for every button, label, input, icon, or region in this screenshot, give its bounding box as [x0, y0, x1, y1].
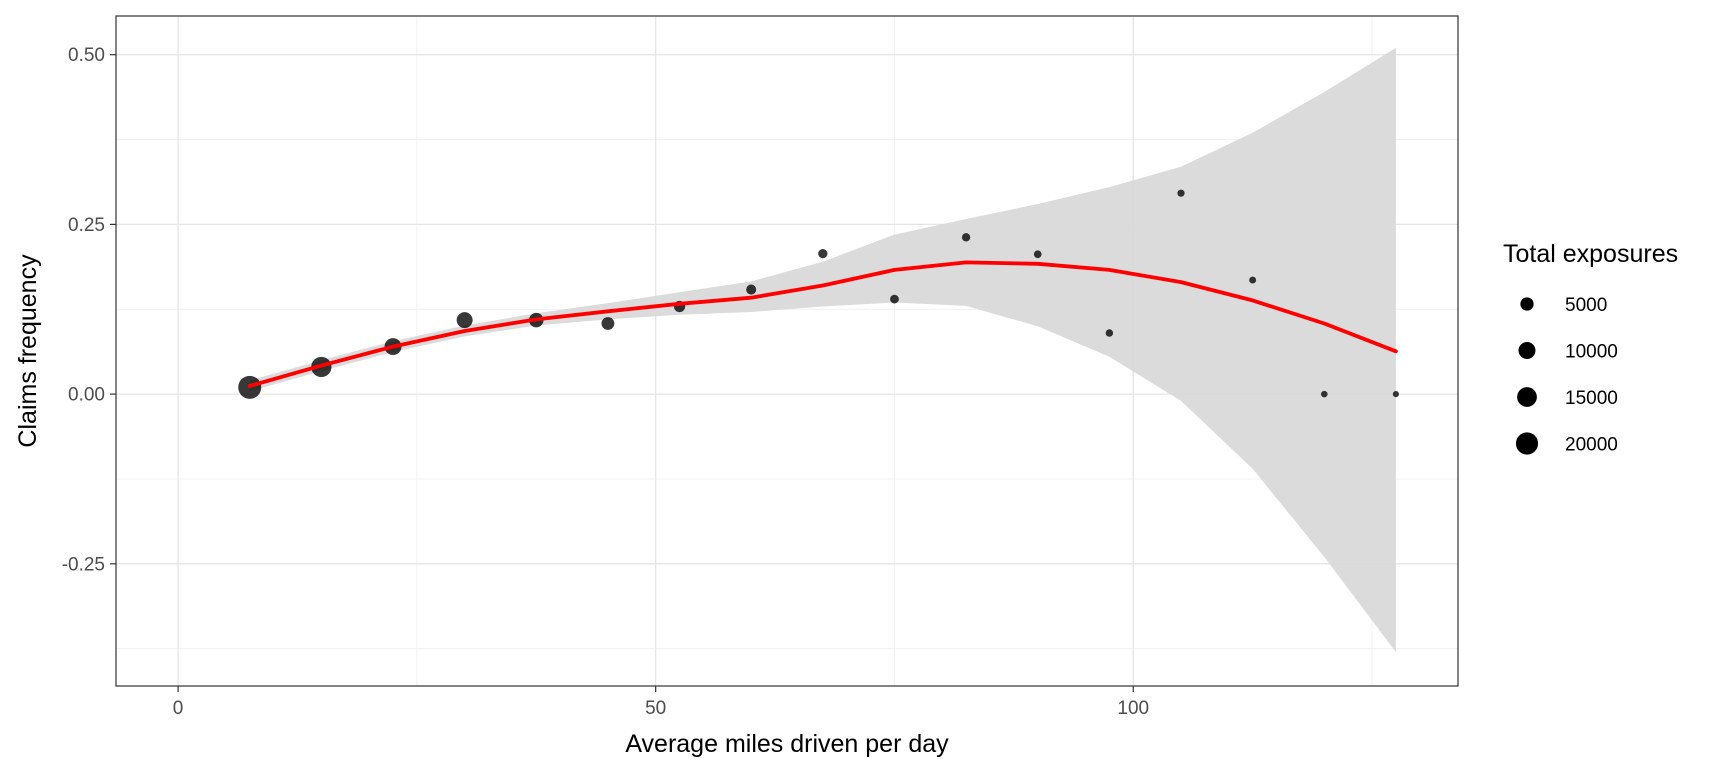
y-axis-ticks: -0.25 0.00 0.25 0.50 [62, 45, 116, 575]
x-tick-label: 100 [1117, 698, 1149, 719]
legend: Total exposures 5000 10000 15000 20000 [1503, 240, 1678, 456]
data-point [1392, 391, 1400, 398]
data-point [961, 233, 971, 242]
legend-key-circle [1517, 387, 1537, 407]
legend-entry-label: 5000 [1565, 295, 1607, 316]
y-tick-label: 0.25 [68, 215, 105, 236]
x-axis-title: Average miles driven per day [625, 730, 949, 758]
data-point [1105, 329, 1114, 337]
legend-entry-label: 20000 [1565, 435, 1618, 456]
data-point [1249, 276, 1257, 284]
data-point [456, 312, 473, 329]
legend-key-circle [1520, 297, 1534, 311]
y-tick-label: 0.00 [68, 385, 105, 406]
x-tick-label: 50 [645, 698, 666, 719]
legend-entries: 5000 10000 15000 20000 [1515, 295, 1618, 456]
data-point [601, 317, 615, 330]
plot-panel-border [115, 15, 1459, 687]
smooth-curve [247, 260, 1398, 388]
confidence-band [249, 47, 1396, 653]
y-tick-label: -0.25 [62, 554, 105, 575]
legend-title: Total exposures [1503, 240, 1678, 268]
legend-key-circle [1518, 342, 1536, 359]
y-axis-title: Claims frequency [14, 254, 42, 448]
data-point [890, 294, 899, 304]
x-axis-ticks: 0 50 100 [173, 686, 1149, 719]
y-tick-label: 0.50 [68, 45, 105, 66]
legend-entry-label: 10000 [1565, 342, 1618, 363]
x-tick-label: 0 [173, 698, 184, 719]
data-point [818, 248, 828, 259]
data-point [1320, 390, 1328, 398]
legend-entry-label: 15000 [1565, 388, 1618, 409]
legend-key-circle [1515, 432, 1539, 455]
smooth-line [247, 260, 1398, 388]
data-point [746, 284, 757, 295]
data-point [1033, 250, 1042, 259]
data-point [1177, 189, 1185, 197]
confidence-band-area [249, 47, 1396, 653]
